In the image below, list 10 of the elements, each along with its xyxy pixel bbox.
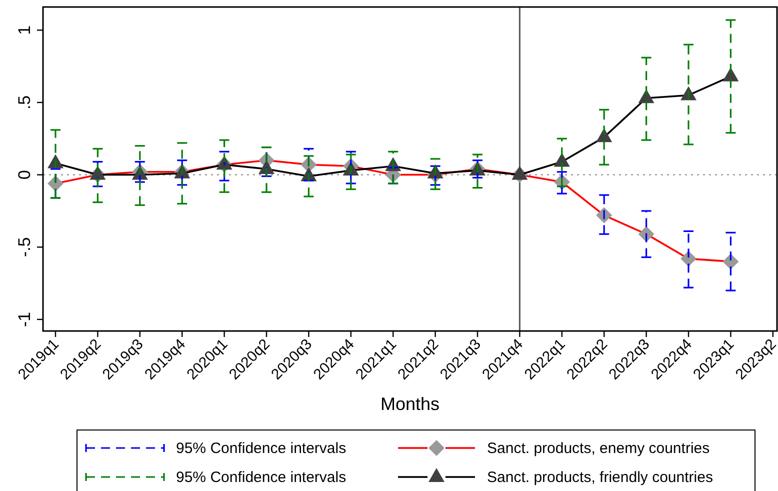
y-tick-label: 1 (15, 25, 34, 35)
x-axis-title: Months (380, 394, 440, 414)
legend-label: Sanct. products, friendly countries (487, 469, 713, 486)
legend-label: Sanct. products, enemy countries (487, 440, 710, 457)
y-tick-label: -1 (15, 312, 34, 327)
y-tick-label: 0 (15, 170, 34, 180)
y-tick-label: -.5 (15, 237, 34, 258)
text: 95% Confidence intervals (176, 440, 346, 457)
text: 95% Confidence intervals (176, 469, 346, 486)
y-tick-label: .5 (15, 95, 34, 110)
